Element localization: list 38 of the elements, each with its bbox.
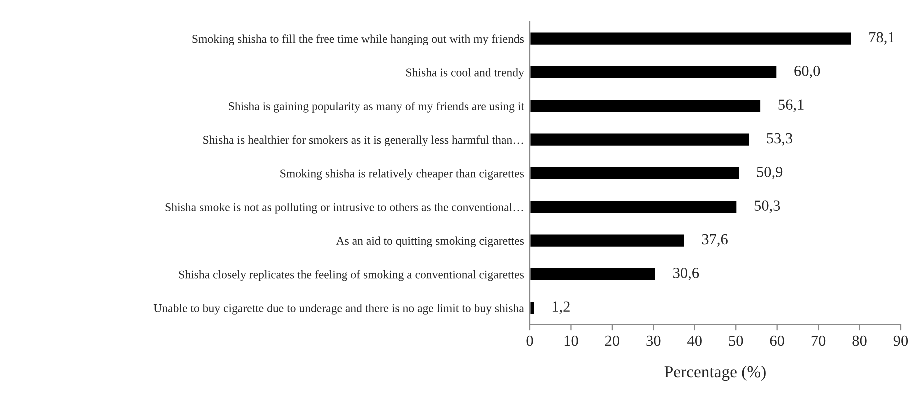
x-tick-label: 50: [729, 336, 744, 346]
data-label: 78,1: [870, 32, 894, 45]
data-label: 53,3: [767, 133, 793, 146]
data-label: 50,9: [757, 167, 783, 180]
x-tick-label: 40: [688, 336, 702, 346]
x-tick-label: 90: [894, 336, 908, 346]
bar: [530, 98, 762, 114]
x-tick-label: 70: [812, 336, 826, 346]
x-tick-label: 10: [564, 336, 578, 346]
data-label: 60,0: [794, 66, 820, 79]
bar: [530, 267, 657, 282]
x-tick-label: 80: [852, 336, 867, 346]
bar: [530, 233, 686, 248]
x-tick-label: 0: [526, 336, 534, 346]
y-tick-label: Shisha smoke is not as polluting or intrusive to others as the conventional…: [166, 203, 524, 214]
x-tick-label: 20: [605, 336, 620, 346]
data-label: 37,6: [702, 234, 728, 247]
y-tick-label: Smoking shisha to fill the free time while hanging out with my friends: [192, 34, 524, 46]
data-label: 50,3: [754, 200, 780, 214]
data-label: 30,6: [674, 268, 700, 281]
y-tick-label: Shisha is gaining popularity as many of my friends are using it: [229, 102, 524, 113]
bar: [530, 200, 738, 215]
bar: [530, 31, 853, 46]
bar: [530, 132, 750, 148]
x-tick-label: 60: [770, 336, 784, 346]
y-tick-label: Shisha is cool and trendy: [406, 68, 524, 80]
y-tick-label: Shisha closely replicates the feeling of smoking a conventional cigarettes: [179, 270, 524, 282]
data-label: 56,1: [778, 100, 804, 112]
y-tick-label: Unable to buy cigarette due to underage and there is no age limit to buy shisha: [154, 304, 524, 315]
y-tick-label: As an aid to quitting smoking cigarettes: [336, 236, 524, 248]
data-label: 1,2: [552, 302, 570, 314]
x-tick-label: 30: [646, 336, 661, 346]
bar: [530, 65, 778, 80]
y-tick-label: Shisha is healthier for smokers as it is generally less harmful than…: [204, 136, 524, 147]
x-axis-title: Percentage (%): [664, 366, 766, 382]
bar: [530, 300, 536, 316]
bar: [530, 166, 741, 181]
y-tick-label: Smoking shisha is relatively cheaper than cigarettes: [280, 169, 524, 180]
